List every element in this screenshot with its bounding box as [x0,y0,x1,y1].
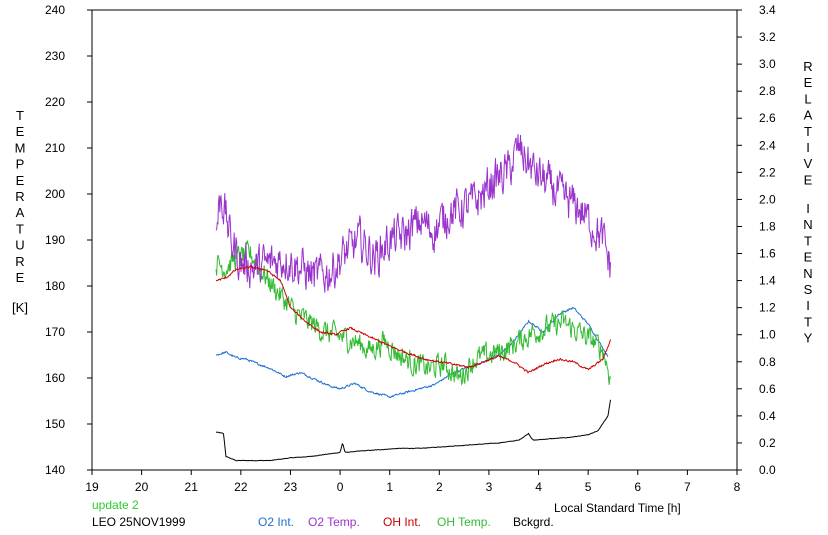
x-tick-label: 1 [386,480,393,494]
y-right-tick-label: 0.4 [759,409,776,423]
station-date-label: LEO 25NOV1999 [92,515,186,529]
y-right-title-letter: Y [804,331,813,346]
series-layer [215,134,611,462]
y-left-title-letter: R [15,189,24,204]
y-left-tick-label: 170 [45,325,65,339]
y-left-tick-label: 230 [45,49,65,63]
y-right-title-letter: R [803,59,812,74]
update-status-label: update 2 [92,498,139,512]
x-tick-label: 5 [585,480,592,494]
y-left-title-letter: E [16,124,25,139]
y-right-title-letter: T [804,314,812,329]
y-right-title-letter: T [804,124,812,139]
y-right-title-letter: I [806,201,810,216]
x-tick-label: 20 [135,480,149,494]
x-tick-label: 0 [337,480,344,494]
series-line-o2-int [215,306,609,399]
y-right-tick-label: 1.4 [759,274,776,288]
y-right-title-letter: N [803,266,812,281]
y-right-tick-label: 1.2 [759,301,776,315]
x-tick-label: 21 [185,480,199,494]
legend-item: OH Int. [383,515,422,529]
y-left-tick-label: 140 [45,463,65,477]
series-line-oh-temp [215,240,611,387]
y-right-title-letter: L [804,91,811,106]
y-left-title-letter: T [16,221,24,236]
y-right-title-letter: E [804,75,813,90]
y-right-title-letter: I [806,298,810,313]
y-right-tick-label: 3.0 [759,57,776,71]
y-left-tick-label: 210 [45,141,65,155]
x-tick-label: 3 [486,480,493,494]
y-right-tick-label: 3.2 [759,30,776,44]
x-tick-label: 6 [634,480,641,494]
y-right-tick-label: 2.4 [759,138,776,152]
x-tick-label: 8 [734,480,741,494]
series-line-o2-temp [215,134,611,293]
y-right-tick-label: 2.8 [759,84,776,98]
y-right-title-letter: A [804,108,813,123]
y-left-title-letter: P [16,157,25,172]
y-right-tick-label: 1.6 [759,247,776,261]
y-left-title-letter: A [16,205,25,220]
legend-item: OH Temp. [437,515,491,529]
x-tick-label: 4 [535,480,542,494]
x-axis-title: Local Standard Time [h] [554,501,681,515]
x-tick-label: 19 [85,480,99,494]
y-right-title-letter: N [803,217,812,232]
y-left-title-letter: M [15,140,26,155]
y-left-title-letter: U [15,238,24,253]
series-line-oh-int [215,265,611,374]
y-right-tick-label: 2.0 [759,192,776,206]
x-tick-label: 23 [284,480,298,494]
y-right-title-letter: S [804,282,813,297]
y-right-title-letter: E [804,250,813,265]
x-tick-label: 7 [684,480,691,494]
y-right-tick-label: 0.8 [759,355,776,369]
y-left-tick-label: 150 [45,417,65,431]
y-left-title-letter: T [16,108,24,123]
y-right-tick-label: 2.6 [759,111,776,125]
x-tick-label: 22 [234,480,248,494]
y-right-tick-label: 3.4 [759,3,776,17]
y-right-tick-label: 0.6 [759,382,776,396]
legend-item: O2 Int. [258,515,295,529]
y-right-title-letter: E [804,172,813,187]
y-left-tick-label: 190 [45,233,65,247]
y-left-tick-label: 180 [45,279,65,293]
y-right-tick-label: 1.8 [759,219,776,233]
y-left-title-letter: R [15,254,24,269]
y-right-tick-label: 0.2 [759,436,776,450]
y-right-tick-label: 1.0 [759,328,776,342]
y-left-tick-label: 160 [45,371,65,385]
x-tick-label: 2 [436,480,443,494]
legend-item: Bckgrd. [513,515,554,529]
y-left-tick-label: 240 [45,3,65,17]
y-right-title-letter: I [806,140,810,155]
y-left-title-letter: E [16,270,25,285]
y-left-tick-label: 200 [45,187,65,201]
y-right-title-letter: V [804,156,813,171]
y-right-tick-label: 2.2 [759,165,776,179]
y-left-unit: [K] [12,300,28,315]
axes-ticks: 19 20 21 22 23 0 1 2 3 4 5 6 7 8140150160170180190200… [45,3,776,494]
y-left-tick-label: 220 [45,95,65,109]
y-right-title-letter: T [804,233,812,248]
y-left-title-letter: E [16,173,25,188]
plot-frame [91,9,738,471]
y-right-tick-label: 0.0 [759,463,776,477]
series-line-bckgrd [215,399,611,462]
legend-item: O2 Temp. [308,515,360,529]
